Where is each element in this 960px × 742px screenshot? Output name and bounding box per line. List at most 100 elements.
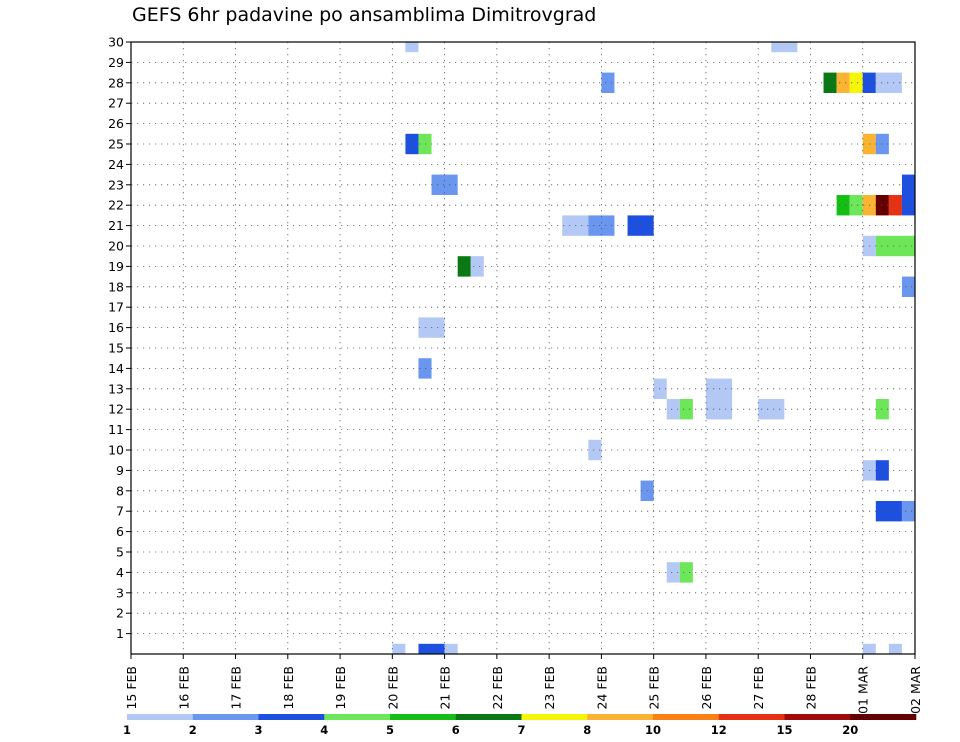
y-tick-label: 17 (108, 300, 124, 315)
precip-cell (875, 133, 889, 155)
precip-cell (771, 42, 798, 53)
precip-cell (875, 501, 902, 522)
colorbar-label: 1 (123, 723, 131, 737)
y-tick-label: 20 (108, 239, 124, 254)
precip-cell (418, 643, 445, 654)
x-tick-label: 16 FEB (176, 666, 191, 710)
precip-cell (836, 195, 850, 216)
precip-cell (875, 195, 889, 216)
x-tick-label: 21 FEB (438, 666, 453, 710)
y-tick-label: 25 (108, 137, 124, 152)
precip-cell (901, 195, 915, 216)
y-tick-label: 9 (116, 463, 124, 478)
precip-cell (470, 256, 484, 277)
y-tick-label: 22 (108, 198, 124, 213)
colorbar-segment (258, 714, 325, 720)
precip-cell (758, 399, 785, 420)
colorbar-segment (127, 714, 194, 720)
x-tick-label: 26 FEB (699, 666, 714, 710)
precip-cell (875, 72, 902, 93)
colorbar-segment (324, 714, 391, 720)
colorbar-segment (390, 714, 457, 720)
x-tick-label: 24 FEB (594, 666, 609, 710)
colorbar-segment (455, 714, 522, 720)
y-tick-label: 23 (108, 177, 124, 192)
x-tick-label: 02 MAR (908, 666, 923, 714)
colorbar-segment (587, 714, 654, 720)
colorbar-label: 10 (645, 723, 661, 737)
y-tick-label: 13 (108, 381, 124, 396)
y-tick-label: 1 (116, 626, 124, 641)
x-tick-label: 25 FEB (647, 666, 662, 710)
colorbar-segment (850, 714, 917, 720)
x-tick-label: 18 FEB (281, 666, 296, 710)
colorbar-label: 5 (386, 723, 394, 737)
y-tick-label: 27 (108, 96, 124, 111)
x-tick-label: 01 MAR (856, 666, 871, 714)
y-tick-label: 7 (116, 504, 124, 519)
y-tick-label: 28 (108, 75, 124, 90)
precip-cell (875, 235, 915, 257)
x-tick-label: 17 FEB (229, 666, 244, 710)
precip-cell (823, 72, 837, 93)
precip-cell (836, 72, 850, 93)
precip-cell (588, 439, 602, 461)
precip-cell (588, 215, 615, 236)
precip-cell (901, 174, 915, 195)
precip-cell (679, 399, 693, 420)
colorbar-segment (521, 714, 588, 720)
y-tick-label: 8 (116, 483, 124, 498)
y-tick-label: 19 (108, 259, 124, 274)
precip-cell (666, 562, 680, 583)
y-tick-label: 6 (116, 524, 124, 539)
precip-cell (444, 643, 458, 654)
y-tick-label: 15 (108, 341, 124, 356)
colorbar-label: 15 (776, 723, 792, 737)
colorbar-label: 12 (711, 723, 727, 737)
x-tick-label: 22 FEB (490, 666, 505, 710)
x-tick-label: 19 FEB (333, 666, 348, 710)
y-tick-label: 24 (108, 157, 124, 172)
precip-cell (888, 195, 902, 216)
y-tick-label: 16 (108, 320, 124, 335)
colorbar-segment (784, 714, 851, 720)
x-tick-label: 20 FEB (385, 666, 400, 710)
colorbar-label: 6 (452, 723, 460, 737)
colorbar-label: 4 (320, 723, 328, 737)
colorbar-segment (192, 714, 259, 720)
x-tick-label: 15 FEB (124, 666, 139, 710)
precip-cell (405, 42, 419, 53)
colorbar-label: 7 (517, 723, 525, 737)
y-tick-label: 5 (116, 545, 124, 560)
precip-cell (901, 501, 915, 522)
precip-cell (901, 276, 915, 297)
precip-cell (875, 399, 889, 420)
precip-cell (431, 174, 458, 195)
y-tick-label: 12 (108, 402, 124, 417)
y-tick-label: 18 (108, 279, 124, 294)
y-tick-label: 21 (108, 218, 124, 233)
y-tick-label: 14 (108, 361, 124, 376)
precip-cell (862, 643, 876, 654)
y-tick-label: 3 (116, 585, 124, 600)
precip-cell (888, 643, 902, 654)
x-tick-label: 23 FEB (542, 666, 557, 710)
y-tick-label: 29 (108, 55, 124, 70)
precip-cell (601, 72, 615, 93)
x-tick-label: 27 FEB (751, 666, 766, 710)
chart-title: GEFS 6hr padavine po ansamblima Dimitrov… (132, 4, 597, 26)
y-tick-label: 2 (116, 606, 124, 621)
precip-cell (849, 72, 863, 93)
colorbar-label: 2 (189, 723, 197, 737)
colorbar-label: 8 (583, 723, 591, 737)
precip-cell (875, 460, 889, 481)
colorbar-segment (653, 714, 720, 720)
y-tick-label: 11 (108, 422, 124, 437)
colorbar-label: 3 (254, 723, 262, 737)
precip-cell (457, 256, 471, 277)
precip-cell (679, 562, 693, 583)
colorbar-label: 20 (842, 723, 858, 737)
precip-cell (405, 133, 419, 155)
precip-cell (666, 399, 680, 420)
